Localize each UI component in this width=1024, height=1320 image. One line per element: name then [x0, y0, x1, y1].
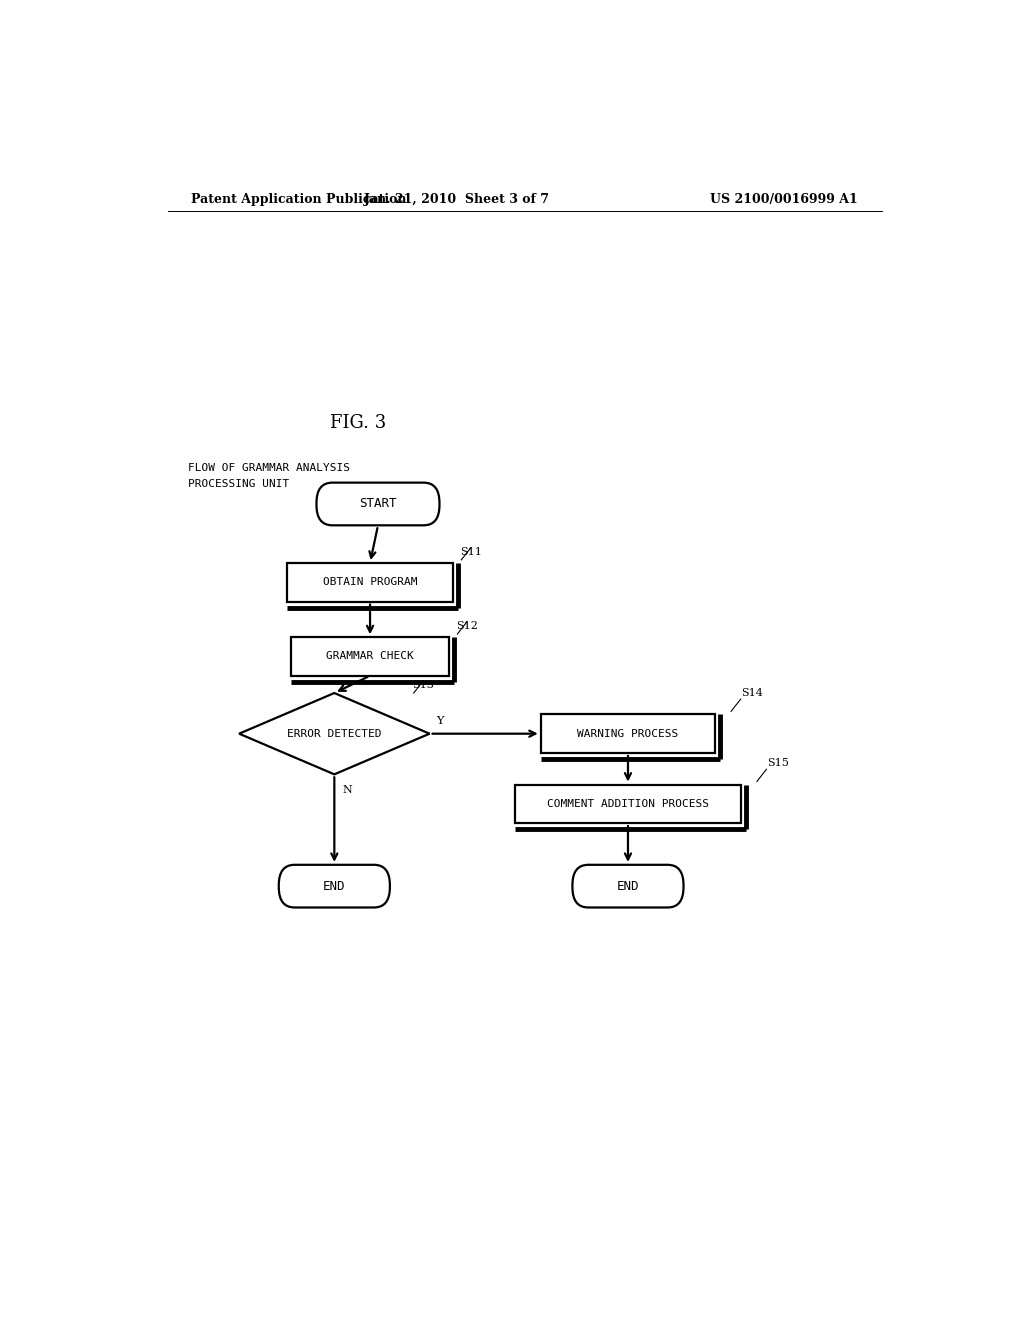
Text: GRAMMAR CHECK: GRAMMAR CHECK	[327, 652, 414, 661]
Text: N: N	[342, 784, 352, 795]
Text: END: END	[616, 879, 639, 892]
Text: END: END	[324, 879, 345, 892]
Text: US 2100/0016999 A1: US 2100/0016999 A1	[711, 193, 858, 206]
FancyBboxPatch shape	[279, 865, 390, 907]
Text: Jan. 21, 2010  Sheet 3 of 7: Jan. 21, 2010 Sheet 3 of 7	[365, 193, 550, 206]
Text: S12: S12	[456, 620, 477, 631]
Text: COMMENT ADDITION PROCESS: COMMENT ADDITION PROCESS	[547, 799, 709, 809]
FancyBboxPatch shape	[572, 865, 684, 907]
Text: S13: S13	[412, 680, 434, 690]
Text: WARNING PROCESS: WARNING PROCESS	[578, 729, 679, 739]
Text: S11: S11	[460, 546, 481, 557]
Bar	[541, 714, 715, 752]
Text: Patent Application Publication: Patent Application Publication	[191, 193, 407, 206]
Text: Y: Y	[436, 715, 443, 726]
Text: S15: S15	[767, 758, 790, 768]
Bar	[515, 784, 741, 824]
Bar	[287, 562, 454, 602]
FancyBboxPatch shape	[316, 483, 439, 525]
Bar	[291, 638, 450, 676]
Text: OBTAIN PROGRAM: OBTAIN PROGRAM	[323, 577, 418, 587]
Text: PROCESSING UNIT: PROCESSING UNIT	[187, 479, 289, 488]
Text: START: START	[359, 498, 396, 511]
Text: S14: S14	[741, 688, 763, 698]
Text: FIG. 3: FIG. 3	[331, 413, 387, 432]
Text: FLOW OF GRAMMAR ANALYSIS: FLOW OF GRAMMAR ANALYSIS	[187, 463, 349, 474]
Polygon shape	[240, 693, 430, 775]
Text: ERROR DETECTED: ERROR DETECTED	[287, 729, 382, 739]
